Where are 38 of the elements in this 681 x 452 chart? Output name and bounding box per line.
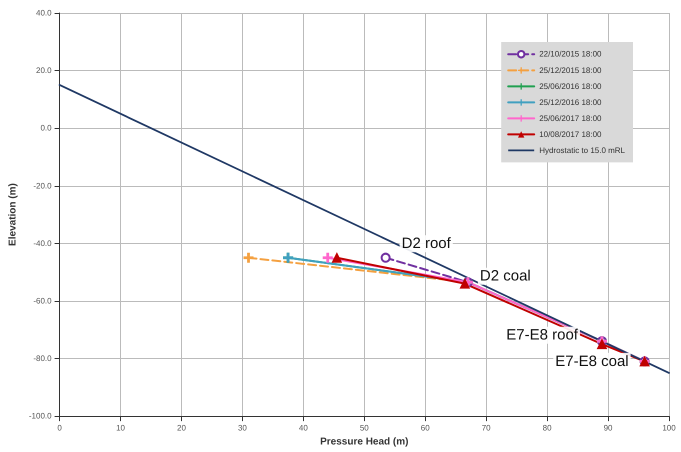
legend-label: 25/06/2017 18:00 xyxy=(539,114,602,123)
x-tick-label: 20 xyxy=(177,424,186,433)
x-tick-label: 0 xyxy=(57,424,62,433)
point xyxy=(460,278,470,289)
point xyxy=(244,252,254,263)
y-tick-label: 20.0 xyxy=(36,66,52,76)
y-axis-title: Elevation (m) xyxy=(8,183,18,246)
y-tick-label: -80.0 xyxy=(33,354,52,364)
legend-label: 25/06/2016 18:00 xyxy=(539,82,602,91)
legend-label: 25/12/2015 18:00 xyxy=(539,66,602,75)
point xyxy=(322,252,333,263)
legend-label: 10/08/2017 18:00 xyxy=(539,130,602,139)
point xyxy=(380,252,391,263)
annotation: E7-E8 roof xyxy=(506,326,579,344)
x-tick-label: 70 xyxy=(482,424,492,433)
y-tick-label: -60.0 xyxy=(33,296,52,306)
x-tick-label: 100 xyxy=(662,424,676,433)
x-tick-label: 10 xyxy=(116,424,126,433)
y-tick-label: 40.0 xyxy=(36,8,52,18)
x-tick-label: 30 xyxy=(238,424,248,433)
x-tick-label: 50 xyxy=(360,424,370,433)
point xyxy=(332,252,342,263)
y-tick-label: -40.0 xyxy=(33,238,52,248)
x-axis-title: Pressure Head (m) xyxy=(320,436,408,448)
x-tick-label: 40 xyxy=(298,424,308,433)
y-tick-label: -20.0 xyxy=(33,181,52,190)
legend-label: Hydrostatic to 15.0 mRL xyxy=(539,146,626,155)
annotation: E7-E8 coal xyxy=(555,352,629,370)
legend-label: 22/10/2015 18:00 xyxy=(539,50,602,59)
x-tick-label: 60 xyxy=(420,424,430,433)
y-tick-label: -100.0 xyxy=(28,412,52,421)
y-tick-label: 0.0 xyxy=(40,124,52,133)
x-tick-label: 90 xyxy=(604,424,614,433)
x-tick-label: 80 xyxy=(542,424,552,433)
annotation: D2 coal xyxy=(480,268,531,285)
annotation: D2 roof xyxy=(402,235,452,252)
legend-label: 25/12/2016 18:00 xyxy=(539,98,602,107)
point xyxy=(596,339,607,350)
